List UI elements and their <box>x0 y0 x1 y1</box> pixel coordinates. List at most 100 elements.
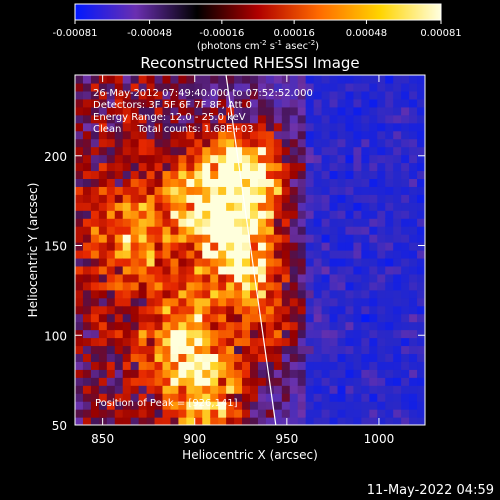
heatmap-cell <box>345 178 354 187</box>
heatmap-cell <box>162 122 172 132</box>
heatmap-cell <box>281 321 291 331</box>
heatmap-cell <box>401 409 410 418</box>
heatmap-cell <box>146 337 156 347</box>
heatmap-cell <box>250 210 259 219</box>
heatmap-cell <box>305 257 315 267</box>
heatmap-cell <box>186 122 195 132</box>
heatmap-cell <box>186 154 195 164</box>
heatmap-cell <box>377 273 386 283</box>
heatmap-cell <box>210 106 219 116</box>
heatmap-cell <box>186 313 195 323</box>
heatmap-cell <box>273 114 283 124</box>
heatmap-cell <box>289 297 299 307</box>
heatmap-cell <box>250 329 259 339</box>
heatmap-cell <box>273 250 283 259</box>
heatmap-cell <box>257 297 267 307</box>
heatmap-cell <box>194 242 203 251</box>
heatmap-cell <box>162 281 172 291</box>
heatmap-cell <box>409 162 418 172</box>
heatmap-cell <box>90 90 100 100</box>
heatmap-cell <box>226 257 235 267</box>
heatmap-cell <box>250 170 259 179</box>
heatmap-cell <box>329 417 339 425</box>
heatmap-cell <box>98 138 108 148</box>
heatmap-cell <box>186 345 195 354</box>
heatmap-cell <box>146 90 156 100</box>
colorbar-tick-label: -0.00048 <box>127 28 172 39</box>
heatmap-cell <box>353 170 362 179</box>
x-tick-label: 900 <box>183 432 206 446</box>
heatmap-cell <box>409 146 418 156</box>
heatmap-cell <box>361 353 370 362</box>
heatmap-cell <box>130 273 140 283</box>
heatmap-cell <box>106 210 116 219</box>
heatmap-cell <box>146 242 156 251</box>
heatmap-cell <box>82 114 92 124</box>
heatmap-cell <box>369 138 378 148</box>
heatmap-cell <box>242 329 251 339</box>
heatmap-cell <box>138 162 148 172</box>
heatmap-cell <box>154 313 164 323</box>
heatmap-cell <box>186 178 195 187</box>
heatmap-cell <box>170 329 179 339</box>
heatmap-cell <box>234 289 243 299</box>
heatmap-cell <box>401 305 410 315</box>
heatmap-cell <box>194 361 203 370</box>
heatmap-cell <box>106 345 116 354</box>
heatmap-cell <box>202 130 211 140</box>
heatmap-cell <box>297 178 307 187</box>
heatmap-cell <box>353 305 362 315</box>
heatmap-cell <box>377 194 386 203</box>
heatmap-cell <box>361 194 370 203</box>
heatmap-cell <box>75 178 84 187</box>
heatmap-cell <box>313 329 323 339</box>
heatmap-cell <box>377 202 386 211</box>
heatmap-cell <box>194 369 203 378</box>
heatmap-cell <box>218 401 227 410</box>
heatmap-cell <box>82 345 92 354</box>
heatmap-cell <box>393 98 402 108</box>
heatmap-cell <box>401 202 410 211</box>
heatmap-cell <box>401 353 410 362</box>
heatmap-cell <box>265 417 275 425</box>
heatmap-cell <box>234 82 243 92</box>
heatmap-cell <box>401 226 410 235</box>
heatmap-cell <box>377 146 386 156</box>
heatmap-cell <box>417 106 425 116</box>
heatmap-cell <box>234 162 243 172</box>
heatmap-cell <box>146 369 156 378</box>
heatmap-cell <box>194 210 203 219</box>
heatmap-cell <box>345 234 354 243</box>
heatmap-cell <box>138 178 148 187</box>
heatmap-cell <box>162 226 172 235</box>
heatmap-cell <box>337 138 347 148</box>
heatmap-cell <box>122 297 132 307</box>
heatmap-cell <box>345 154 354 164</box>
heatmap-cell <box>75 337 84 347</box>
heatmap-cell <box>257 250 267 259</box>
heatmap-cell <box>409 106 418 116</box>
heatmap-cell <box>321 305 331 315</box>
heatmap-cell <box>257 226 267 235</box>
heatmap-cell <box>250 273 259 283</box>
heatmap-cell <box>250 90 259 100</box>
heatmap-cell <box>385 377 394 386</box>
heatmap-cell <box>289 75 299 84</box>
heatmap-cell <box>178 234 187 243</box>
heatmap-cell <box>138 202 148 211</box>
heatmap-cell <box>353 82 362 92</box>
heatmap-cell <box>297 210 307 219</box>
heatmap-cell <box>401 82 410 92</box>
heatmap-cell <box>369 106 378 116</box>
heatmap-cell <box>178 289 187 299</box>
heatmap-cell <box>393 170 402 179</box>
heatmap-cell <box>114 162 124 172</box>
heatmap-cell <box>202 257 211 267</box>
heatmap-cell <box>154 210 164 219</box>
heatmap-cell <box>337 417 347 425</box>
heatmap-cell <box>417 242 425 251</box>
heatmap-cell <box>409 297 418 307</box>
heatmap-cell <box>122 257 132 267</box>
heatmap-cell <box>218 186 227 195</box>
heatmap-cell <box>401 377 410 386</box>
